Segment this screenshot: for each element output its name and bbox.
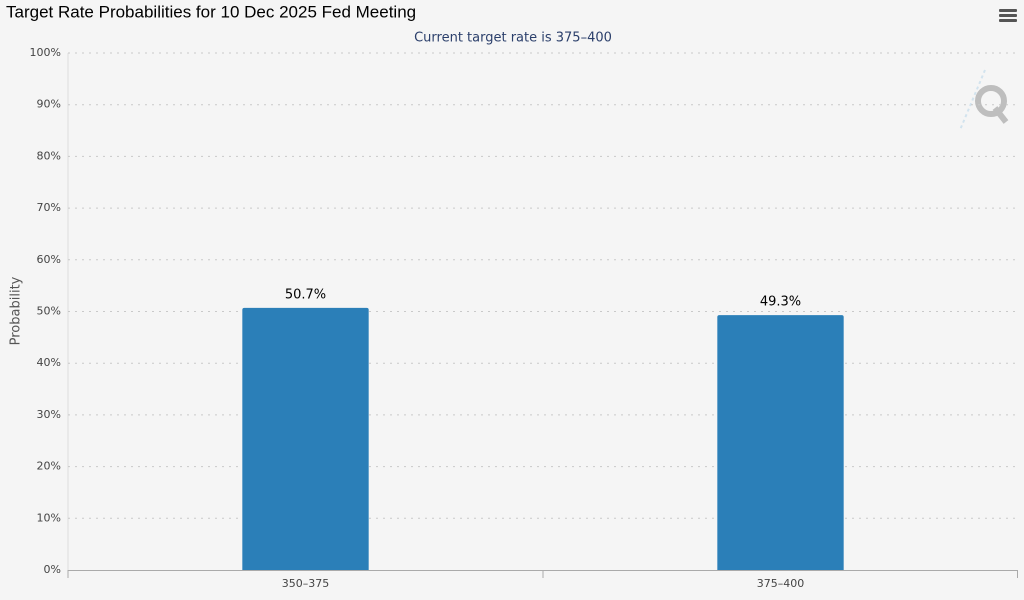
watermark-logo bbox=[959, 69, 1009, 131]
menu-bar[interactable] bbox=[999, 14, 1017, 17]
y-tick-label: 90% bbox=[37, 98, 61, 111]
y-tick-label: 20% bbox=[37, 460, 61, 473]
x-tick-label: 375–400 bbox=[757, 577, 805, 590]
y-axis-label: Probability bbox=[9, 276, 24, 345]
y-tick-label: 80% bbox=[37, 149, 61, 162]
data-label: 50.7% bbox=[285, 287, 326, 302]
y-tick-label: 30% bbox=[37, 408, 61, 421]
y-tick-label: 10% bbox=[37, 511, 61, 524]
x-tick-label: 350–375 bbox=[282, 577, 330, 590]
menu-bar[interactable] bbox=[999, 9, 1017, 12]
y-tick-label: 50% bbox=[37, 305, 61, 318]
logo-q bbox=[975, 85, 1007, 117]
y-tick-label: 40% bbox=[37, 356, 61, 369]
bar bbox=[717, 315, 844, 570]
bar bbox=[242, 307, 369, 570]
y-tick-label: 100% bbox=[30, 46, 61, 59]
chart-title: Target Rate Probabilities for 10 Dec 202… bbox=[6, 2, 416, 21]
chart-subtitle: Current target rate is 375–400 bbox=[414, 31, 612, 46]
y-tick-label: 0% bbox=[44, 563, 61, 576]
y-tick-label: 70% bbox=[37, 201, 61, 214]
menu-button[interactable] bbox=[999, 9, 1017, 22]
logo-stroke bbox=[959, 69, 986, 131]
menu-bar[interactable] bbox=[999, 19, 1017, 22]
data-label: 49.3% bbox=[760, 295, 801, 310]
y-tick-label: 60% bbox=[37, 253, 61, 266]
logo-q-tail bbox=[992, 106, 1009, 124]
